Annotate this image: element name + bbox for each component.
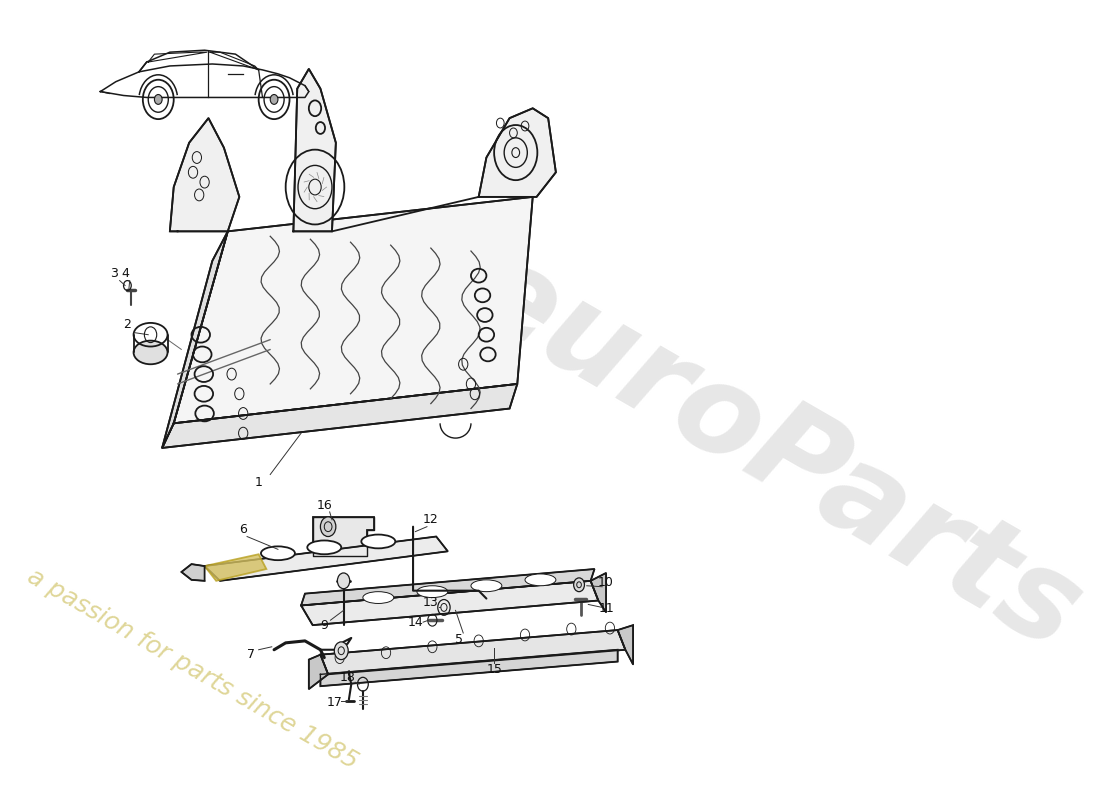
Text: 6: 6 [240,523,248,536]
Text: a passion for parts since 1985: a passion for parts since 1985 [23,565,362,774]
Text: 9: 9 [320,618,328,632]
Text: 7: 7 [246,648,255,661]
Text: 14: 14 [407,616,424,629]
Text: 12: 12 [422,514,439,526]
Circle shape [338,573,350,589]
Polygon shape [174,197,532,423]
Polygon shape [320,650,618,686]
Text: 16: 16 [317,498,332,511]
Polygon shape [162,231,228,448]
Polygon shape [169,118,240,231]
Polygon shape [312,517,374,556]
Ellipse shape [307,541,341,554]
Text: euroParts: euroParts [448,230,1100,677]
Circle shape [320,517,336,537]
Polygon shape [478,108,556,197]
Text: 3: 3 [110,267,118,280]
Text: 1: 1 [255,476,263,489]
Ellipse shape [261,546,295,560]
Circle shape [573,578,584,592]
Text: 18: 18 [340,671,355,684]
Polygon shape [301,569,594,606]
Polygon shape [591,573,606,612]
Circle shape [271,94,278,104]
Text: 11: 11 [598,602,614,615]
Text: 15: 15 [486,663,502,676]
Polygon shape [309,654,328,689]
Circle shape [334,642,349,659]
Circle shape [154,94,162,104]
Text: 4: 4 [121,267,129,280]
Ellipse shape [417,586,448,598]
Ellipse shape [363,592,394,603]
Ellipse shape [471,580,502,592]
Polygon shape [618,625,634,665]
Text: 10: 10 [598,576,614,590]
Polygon shape [205,554,266,581]
Polygon shape [162,384,517,448]
Text: 2: 2 [123,318,131,331]
Ellipse shape [133,341,167,364]
Polygon shape [294,69,335,231]
Ellipse shape [525,574,556,586]
Ellipse shape [361,534,395,548]
Polygon shape [205,537,448,581]
Polygon shape [301,581,598,625]
Text: 13: 13 [422,596,439,609]
Text: 5: 5 [455,634,463,646]
Text: 17: 17 [327,697,342,710]
Polygon shape [182,564,205,581]
Polygon shape [320,630,626,674]
